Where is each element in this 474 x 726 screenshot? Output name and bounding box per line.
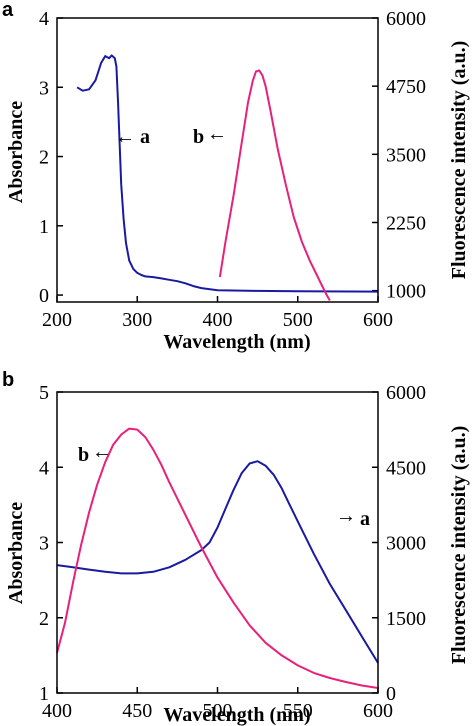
panel-b-x-tick-label: 550 <box>283 700 313 722</box>
panel-b-annotation-b: b ← <box>78 441 112 466</box>
panel-a-x-tick-label: 200 <box>42 309 72 331</box>
panel-b-x-tick-label: 450 <box>122 700 152 722</box>
panel-b-left-tick-label: 2 <box>39 608 49 630</box>
panel-a-x-axis-title: Wavelength (nm) <box>163 331 310 353</box>
panel-a-x-tick-label: 500 <box>283 309 313 331</box>
panel-b-x-tick-label: 400 <box>42 700 72 722</box>
panel-a-annotation-b-label: b <box>193 126 204 148</box>
panel-a-left-ticks: 0 1 2 3 4 <box>39 8 63 307</box>
panel-b-right-tick-label: 0 <box>386 683 396 705</box>
panel-a-series-b-line <box>218 69 331 301</box>
panel-b-annotation-a-label: a <box>360 508 370 530</box>
panel-b-annotation-a: → a <box>336 505 370 530</box>
panel-b-bottom-ticks: 400 450 500 550 600 <box>42 687 393 722</box>
panel-b-annotation-a-arrow: → <box>336 505 356 527</box>
panel-a-y-axis-title: Absorbance <box>5 101 27 203</box>
panel-a-annotation-b-arrow: ← <box>207 123 227 145</box>
panel-b-left-tick-label: 1 <box>39 683 49 705</box>
panel-b-right-tick-label: 6000 <box>386 382 426 404</box>
panel-a-right-tick-label: 6000 <box>386 8 426 30</box>
panel-b-x-tick-label: 500 <box>203 700 233 722</box>
panel-b-right-tick-label: 4500 <box>386 457 426 479</box>
panel-a-left-tick-label: 2 <box>39 147 49 169</box>
panel-a: a 0 1 2 3 4 1000 2250 3500 4750 6000 200 300 400 50… <box>2 0 470 353</box>
panel-b-series-b-line <box>56 427 379 689</box>
panel-b-left-tick-label: 3 <box>39 533 49 555</box>
panel-b-right-ticks: 0 1500 3000 4500 6000 <box>372 382 426 705</box>
panel-a-annotation-b: b ← <box>193 123 227 148</box>
panel-a-series-a-line <box>76 54 379 293</box>
panel-b-right-tick-label: 1500 <box>386 608 426 630</box>
panel-b-y-axis-title: Absorbance <box>5 502 27 604</box>
panel-b-annotation-b-arrow: ← <box>92 441 112 463</box>
panel-b: b 1 2 3 4 5 0 1500 3000 4500 6000 400 450 500 550 60… <box>2 369 470 726</box>
panel-a-left-tick-label: 1 <box>39 216 49 238</box>
panel-a-right-tick-label: 1000 <box>386 281 426 303</box>
panel-b-left-tick-label: 5 <box>39 382 49 404</box>
panel-a-right-tick-label: 4750 <box>386 76 426 98</box>
panel-a-left-tick-label: 4 <box>39 8 49 30</box>
panel-a-right-tick-label: 3500 <box>386 144 426 166</box>
panel-letter-a: a <box>2 0 14 21</box>
panel-a-x-tick-label: 400 <box>203 309 233 331</box>
panel-a-left-tick-label: 3 <box>39 77 49 99</box>
panel-b-plot-frame <box>56 391 379 694</box>
panel-a-right-tick-label: 2250 <box>386 212 426 234</box>
panel-b-series-a-line <box>56 460 379 664</box>
panel-a-annotation-a: ← a <box>115 126 150 148</box>
panel-a-y2-axis-title: Fluorescence intensity (a.u.) <box>448 41 470 280</box>
panel-b-left-ticks: 1 2 3 4 5 <box>39 382 63 705</box>
panel-b-x-tick-label: 600 <box>363 700 393 722</box>
panel-a-annotation-a-label: a <box>140 126 150 148</box>
panel-a-x-tick-label: 600 <box>363 309 393 331</box>
panel-b-series <box>56 427 379 689</box>
panel-a-left-tick-label: 0 <box>39 285 49 307</box>
panel-b-annotation-b-label: b <box>78 444 89 466</box>
panel-a-bottom-ticks: 200 300 400 500 600 <box>42 296 393 331</box>
panel-b-x-axis-title: Wavelength (nm) <box>163 704 310 726</box>
panel-a-right-ticks: 1000 2250 3500 4750 6000 <box>372 8 426 303</box>
panel-a-x-tick-label: 300 <box>122 309 152 331</box>
panel-a-plot-frame <box>56 17 379 303</box>
panel-b-left-tick-label: 4 <box>39 457 49 479</box>
panel-b-y2-axis-title: Fluorescence intensity (a.u.) <box>448 426 470 665</box>
panel-a-annotation-a-arrow: ← <box>115 126 135 148</box>
panel-a-series <box>76 54 379 301</box>
panel-letter-b: b <box>2 369 14 391</box>
panel-b-right-tick-label: 3000 <box>386 533 426 555</box>
